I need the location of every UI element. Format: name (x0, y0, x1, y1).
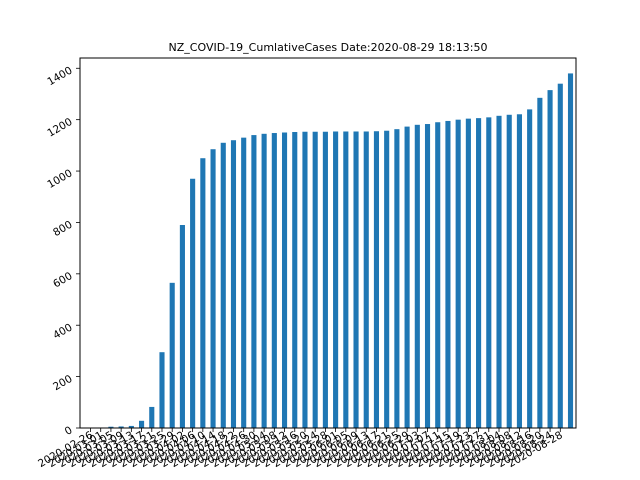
bars-group (87, 73, 574, 429)
bar (159, 352, 165, 428)
bar (108, 426, 114, 428)
chart-title: NZ_COVID-19_CumlativeCases Date:2020-08-… (169, 41, 488, 54)
plot-frame (79, 57, 577, 429)
bar (220, 142, 226, 429)
bar (139, 420, 145, 428)
bar (537, 97, 543, 428)
bar (363, 131, 369, 429)
bar (302, 131, 308, 429)
bar (241, 137, 247, 428)
bar (384, 130, 390, 428)
bar (343, 131, 349, 429)
bar (118, 426, 124, 428)
bar (476, 118, 482, 429)
bar (404, 126, 410, 428)
bar (210, 149, 216, 428)
bar (353, 131, 359, 429)
bar (424, 124, 431, 428)
bar (496, 115, 502, 428)
bar (506, 114, 512, 428)
bar (322, 131, 328, 429)
bar (251, 135, 257, 428)
bar (128, 425, 134, 428)
bar (373, 131, 380, 429)
bar (455, 119, 461, 429)
bar (261, 133, 267, 429)
y-tick-label: 0 (63, 424, 75, 438)
bar (190, 178, 196, 428)
bar (557, 83, 563, 428)
bar (169, 282, 175, 428)
bar (333, 131, 339, 429)
bar (292, 132, 298, 428)
bar (394, 129, 400, 429)
bar (179, 225, 185, 428)
bar (149, 406, 155, 428)
bar (200, 158, 206, 428)
bar (486, 117, 492, 428)
bar (547, 90, 553, 429)
bar (281, 132, 288, 428)
bar (516, 114, 522, 429)
bar (435, 122, 441, 429)
bar (230, 140, 237, 428)
bar (271, 133, 277, 428)
bar (414, 124, 420, 428)
bar (465, 118, 471, 428)
bar (445, 120, 451, 428)
bar (312, 131, 318, 429)
bar (567, 73, 574, 429)
bar (527, 109, 533, 428)
x-axis: 2020-02-262020-03-012020-03-052020-03-09… (36, 428, 565, 470)
